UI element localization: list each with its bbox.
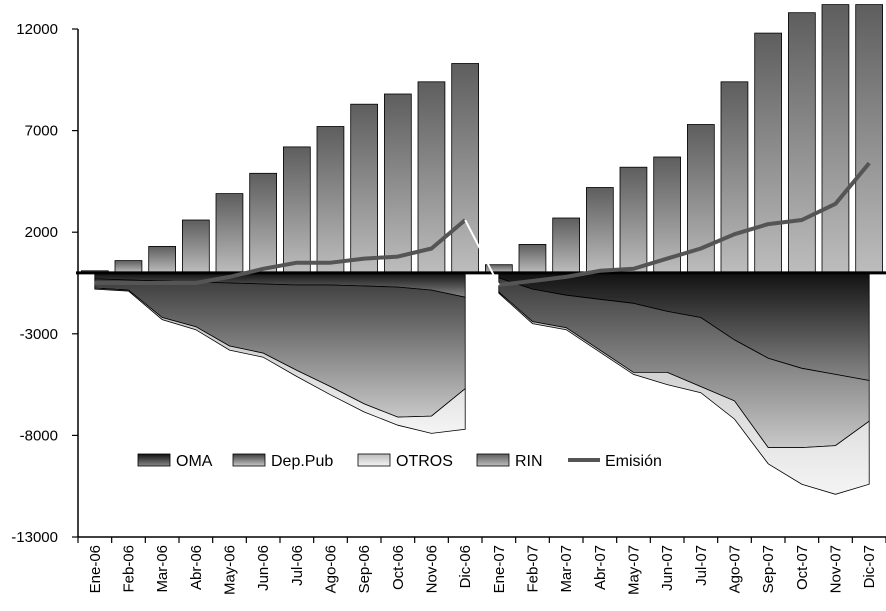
emision-line-2006 <box>94 218 467 285</box>
stacked-areas <box>94 272 870 495</box>
y-tick-label: 2000 <box>25 224 58 241</box>
rin-bar-feb-07 <box>518 243 547 274</box>
x-tick-label: Sep-06 <box>356 545 373 593</box>
x-tick-label: Jun-07 <box>659 545 676 591</box>
legend-label: Emisión <box>605 453 662 470</box>
x-tick-label: Ene-06 <box>87 545 104 593</box>
legend-label: RIN <box>515 453 543 470</box>
y-tick-label: 7000 <box>25 123 58 140</box>
rin-bar-oct-07 <box>788 12 816 274</box>
rin-bar-nov-06 <box>417 81 446 274</box>
rin-bar-oct-06 <box>383 93 412 274</box>
x-tick-label: Nov-07 <box>828 545 845 593</box>
rin-bars <box>81 4 884 274</box>
rin-bar-abr-07 <box>586 187 614 274</box>
x-tick-label: Abr-06 <box>188 545 205 590</box>
y-tick-label: -3000 <box>20 326 58 343</box>
x-tick-label: Mar-06 <box>154 545 171 593</box>
x-tick-label: Oct-07 <box>794 545 811 590</box>
y-tick-label: -13000 <box>11 529 58 546</box>
x-tick-label: Ago-07 <box>727 545 744 593</box>
rin-bar-sep-07 <box>754 32 783 274</box>
rin-bar-mar-07 <box>552 217 581 274</box>
x-tick-label: Dic-06 <box>457 545 474 588</box>
x-tick-label: Nov-06 <box>424 545 441 593</box>
rin-bar-ago-06 <box>316 126 345 274</box>
rin-bar-dic-07 <box>855 4 884 274</box>
rin-bar-jun-07 <box>653 156 682 274</box>
x-tick-label: Ene-07 <box>491 545 508 593</box>
x-tick-label: Sep-07 <box>760 545 777 593</box>
rin-bar-may-06 <box>215 193 244 274</box>
x-tick-label: May-07 <box>626 545 643 595</box>
rin-bar-feb-06 <box>114 260 143 274</box>
legend-swatch <box>137 453 171 467</box>
emision-line <box>94 161 871 287</box>
otros-area-2 <box>498 291 870 495</box>
rin-bar-nov-07 <box>821 4 850 274</box>
x-tick-label: Mar-07 <box>558 545 575 593</box>
legend-swatch <box>476 453 510 467</box>
x-tick-label: May-06 <box>222 545 239 595</box>
legend-label: Dep.Pub <box>271 453 333 470</box>
x-tick-label: Jul-06 <box>289 545 306 586</box>
rin-bar-ago-07 <box>720 81 749 274</box>
legend: OMA Dep.Pub OTROS RIN Emisión <box>137 453 662 470</box>
legend-swatch <box>232 453 266 467</box>
otros-area-1 <box>94 287 466 434</box>
dep-pub-area-1 <box>94 278 466 418</box>
axes: 12000 7000 2000 -3000 -8000 -13000 Ene-06 Feb-0… <box>11 21 886 595</box>
x-tick-label: Ago-06 <box>323 545 340 593</box>
x-tick-label: Jul-07 <box>693 545 710 586</box>
x-tick-label: Feb-06 <box>121 545 138 593</box>
x-tick-label: Oct-06 <box>390 545 407 590</box>
y-tick-label: 12000 <box>16 21 58 38</box>
emision-line-2007 <box>498 161 871 287</box>
x-tick-label: Feb-07 <box>525 545 542 593</box>
rin-bar-mar-06 <box>148 245 176 274</box>
rin-bar-dic-06 <box>451 63 480 274</box>
x-tick-label: Abr-07 <box>592 545 609 590</box>
legend-label: OTROS <box>396 453 453 470</box>
rin-bar-jun-06 <box>249 172 277 274</box>
x-tick-label: Jun-06 <box>255 545 272 591</box>
x-tick-label: Dic-07 <box>861 545 878 588</box>
y-tick-label: -8000 <box>20 427 58 444</box>
rin-bar-abr-06 <box>181 219 210 274</box>
emision-connector <box>464 219 500 286</box>
rin-bar-may-07 <box>619 166 648 274</box>
rin-bar-sep-06 <box>350 103 379 274</box>
rin-bar-jul-06 <box>282 146 311 274</box>
legend-swatch <box>357 453 391 467</box>
legend-label: OMA <box>176 453 213 470</box>
